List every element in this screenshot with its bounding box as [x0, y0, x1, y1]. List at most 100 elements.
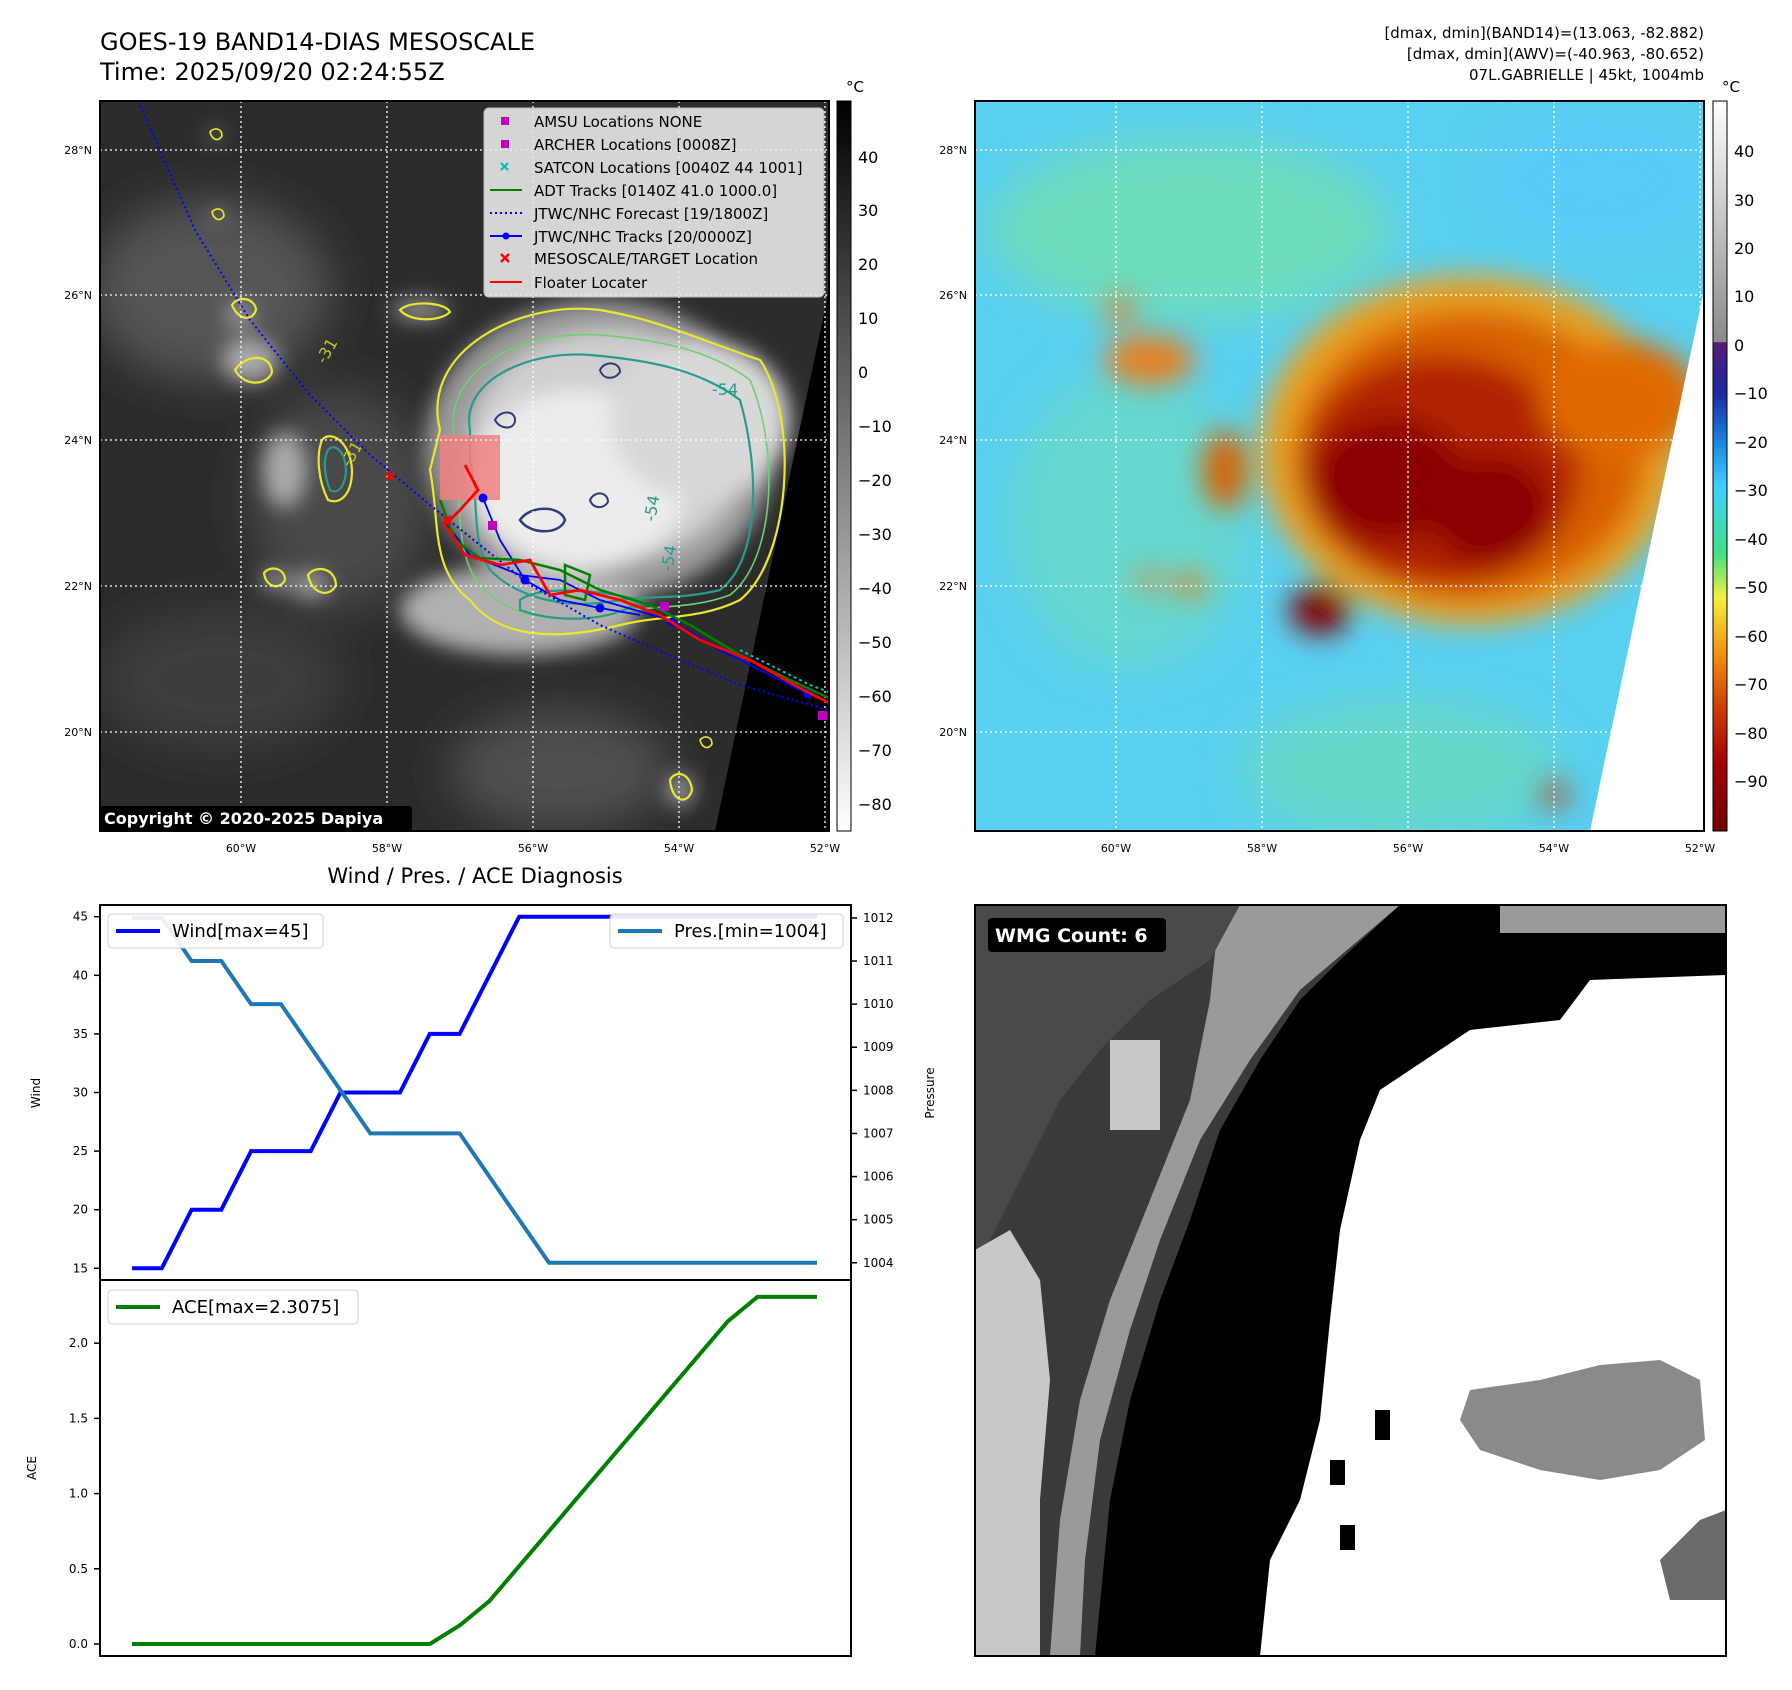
satcon-track	[739, 649, 829, 693]
ace-series-line	[132, 1294, 817, 1646]
pressure-axis-label: Pressure	[923, 1067, 937, 1118]
copyright-box	[100, 806, 412, 831]
svg-text:30: 30	[1734, 191, 1754, 210]
svg-text:−60: −60	[1734, 627, 1768, 646]
legend-archer: ARCHER Locations [0008Z]	[534, 136, 737, 154]
svg-text:26°N: 26°N	[939, 289, 967, 302]
svg-text:22°N: 22°N	[939, 580, 967, 593]
ir-storm-cloud	[209, 129, 790, 806]
wind-tick-label: 30	[73, 1086, 88, 1100]
svg-text:58°W: 58°W	[1247, 842, 1277, 855]
ace-axis-label: ACE	[25, 1456, 39, 1480]
color-lat-labels: 20°N 22°N 24°N 26°N 28°N	[939, 144, 967, 739]
svg-text:−70: −70	[858, 741, 892, 760]
ace-frame	[99, 1279, 852, 1657]
color-gridlines	[975, 101, 1704, 831]
svg-text:−80: −80	[858, 795, 892, 814]
ace-legend: ACE[max=2.3075]	[107, 1289, 359, 1325]
ace-tick-label: 1.5	[69, 1411, 88, 1425]
adt-box	[563, 563, 592, 602]
svg-text:20: 20	[858, 255, 878, 274]
color-colorbar: °C 40 30 20 10 0 −10 −20 −30 −40 −50 −60…	[1712, 78, 1768, 832]
pressure-axis-ticks: 1004 1005 1006 1007 1008 1009 1010 1011 1012	[851, 911, 894, 1270]
svg-text:0: 0	[1734, 336, 1744, 355]
ir-frame	[99, 100, 830, 832]
color-nodata-swath	[1590, 290, 1704, 831]
ir-lon-labels: 60°W 58°W 56°W 54°W 52°W	[226, 842, 840, 855]
map-legend: AMSU Locations NONE ARCHER Locations [00…	[483, 107, 825, 298]
ace-legend-label: ACE[max=2.3075]	[172, 1297, 339, 1318]
svg-text:−40: −40	[858, 579, 892, 598]
svg-text:28°N: 28°N	[64, 144, 92, 157]
pressure-tick-label: 1009	[863, 1040, 894, 1054]
svg-text:60°W: 60°W	[1101, 842, 1131, 855]
ir-lat-labels: 20°N 22°N 24°N 26°N 28°N	[64, 144, 92, 739]
svg-text:20°N: 20°N	[939, 726, 967, 739]
ir-map-panel: -54 -54 -54 -31 -31	[64, 100, 840, 855]
wind-tick-label: 35	[73, 1027, 88, 1041]
contour-label-1: -54	[712, 380, 738, 399]
pressure-tick-label: 1004	[863, 1256, 894, 1270]
svg-text:40: 40	[858, 148, 878, 167]
svg-text:56°W: 56°W	[518, 842, 548, 855]
contour-label-3: -54	[657, 544, 680, 573]
pressure-series-line	[132, 915, 817, 1265]
legend-adt: ADT Tracks [0140Z 41.0 1000.0]	[534, 182, 777, 200]
stats-awv: [dmax, dmin](AWV)=(-40.963, -80.652)	[1407, 45, 1704, 63]
archer-markers	[488, 521, 827, 720]
color-storm	[1105, 275, 1700, 807]
ir-colorbar-ticks: 40 30 20 10 0 −10 −20 −30 −40 −50 −60 −7…	[858, 148, 892, 814]
wind-legend-label: Wind[max=45]	[172, 921, 309, 942]
svg-text:52°W: 52°W	[1685, 842, 1715, 855]
ace-lines	[132, 1294, 817, 1646]
wmg-gray-island	[1460, 1360, 1705, 1480]
wmg-frame	[974, 904, 1727, 1657]
color-frame	[974, 100, 1705, 832]
svg-text:58°W: 58°W	[372, 842, 402, 855]
floater-track	[443, 464, 829, 705]
ace-tick-label: 2.0	[69, 1336, 88, 1350]
svg-text:0: 0	[858, 363, 868, 382]
pressure-tick-label: 1010	[863, 997, 894, 1011]
svg-text:54°W: 54°W	[1539, 842, 1569, 855]
pressure-tick-label: 1011	[863, 954, 894, 968]
ace-axis-ticks: 0.0 0.5 1.0 1.5 2.0	[69, 1336, 100, 1651]
wind-tick-label: 15	[73, 1261, 88, 1275]
svg-text:−80: −80	[1734, 724, 1768, 743]
pressure-tick-label: 1006	[863, 1170, 894, 1184]
svg-text:22°N: 22°N	[64, 580, 92, 593]
svg-text:24°N: 24°N	[939, 434, 967, 447]
legend-floater: Floater Locater	[534, 274, 648, 292]
figure-time: Time: 2025/09/20 02:24:55Z	[99, 58, 445, 86]
svg-text:−90: −90	[1734, 772, 1768, 791]
target-markers	[385, 471, 452, 525]
svg-text:10: 10	[858, 309, 878, 328]
colorbar-unit-2: °C	[1722, 78, 1740, 96]
wind-tick-label: 25	[73, 1144, 88, 1158]
ace-chart: 0.0 0.5 1.0 1.5 2.0 ACE ACE[max=2.3075]	[25, 1279, 852, 1657]
wmg-badge	[988, 918, 1166, 952]
svg-text:−40: −40	[1734, 530, 1768, 549]
svg-text:−50: −50	[1734, 578, 1768, 597]
wmg-light-region	[975, 1230, 1050, 1656]
svg-text:28°N: 28°N	[939, 144, 967, 157]
legend-best-track: JTWC/NHC Tracks [20/0000Z]	[533, 228, 752, 246]
svg-text:−10: −10	[858, 417, 892, 436]
svg-text:56°W: 56°W	[1393, 842, 1423, 855]
figure-title: GOES-19 BAND14-DIAS MESOSCALE	[100, 28, 535, 56]
pressure-legend: Pres.[min=1004]	[609, 913, 844, 949]
svg-text:−10: −10	[1734, 384, 1768, 403]
wmg-gray-corner	[1660, 1510, 1726, 1600]
wind-tick-label: 45	[73, 910, 88, 924]
color-lon-labels: 60°W 58°W 56°W 54°W 52°W	[1101, 842, 1715, 855]
wmg-count: WMG Count: 6	[995, 925, 1148, 947]
wmg-top-gray	[1500, 905, 1726, 933]
ir-colorbar: °C 40 30 20 10 0 −10 −20 −30 −40 −50 −60…	[836, 78, 892, 832]
svg-text:30: 30	[858, 201, 878, 220]
ace-tick-label: 0.5	[69, 1562, 88, 1576]
pressure-legend-label: Pres.[min=1004]	[674, 921, 827, 942]
svg-text:26°N: 26°N	[64, 289, 92, 302]
wind-tick-label: 40	[73, 968, 88, 982]
stats-storm: 07L.GABRIELLE | 45kt, 1004mb	[1469, 66, 1704, 84]
